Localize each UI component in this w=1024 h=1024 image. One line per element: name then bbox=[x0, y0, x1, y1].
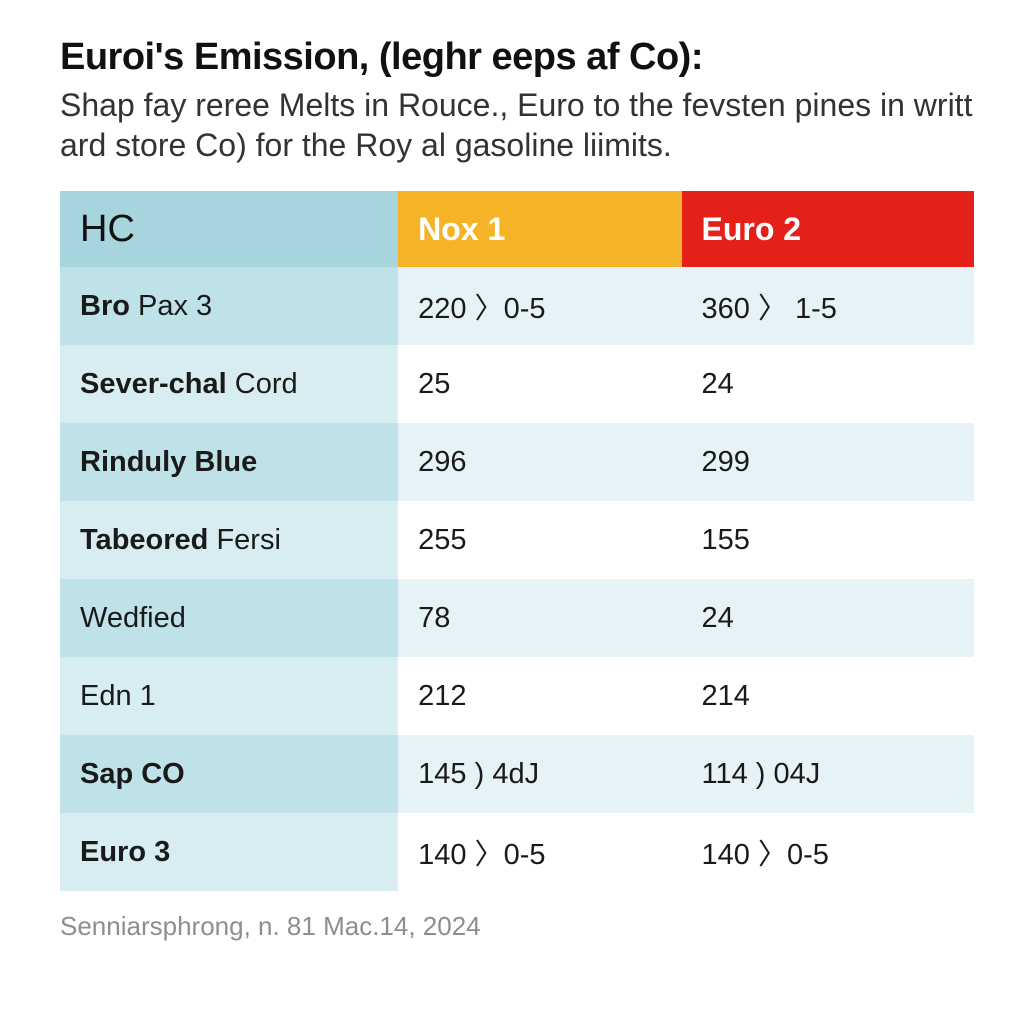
cell-nox: 145 ) 4dJ bbox=[398, 735, 681, 813]
cell-euro: 140 〉0-5 bbox=[682, 813, 975, 891]
cell-euro: 155 bbox=[682, 501, 975, 579]
row-label: Bro Pax 3 bbox=[60, 267, 398, 345]
table-row: Sap CO 145 ) 4dJ114 ) 04J bbox=[60, 735, 974, 813]
table-row: Wedfied 7824 bbox=[60, 579, 974, 657]
emission-table: HC Nox 1 Euro 2 Bro Pax 3220 〉0-5360 〉 1… bbox=[60, 191, 974, 891]
row-label: Rinduly Blue bbox=[60, 423, 398, 501]
row-label: Wedfied bbox=[60, 579, 398, 657]
cell-nox: 296 bbox=[398, 423, 681, 501]
row-label-bold: Sever-chal bbox=[80, 368, 227, 400]
row-label-bold: Sap CO bbox=[80, 758, 185, 790]
row-label-rest: Wedfied bbox=[80, 602, 186, 634]
cell-euro: 214 bbox=[682, 657, 975, 735]
table-header-row: HC Nox 1 Euro 2 bbox=[60, 191, 974, 267]
row-label-bold: Rinduly Blue bbox=[80, 446, 257, 478]
col-header-euro: Euro 2 bbox=[682, 191, 975, 267]
row-label-bold: Euro 3 bbox=[80, 836, 170, 868]
row-label-bold: Tabeored bbox=[80, 524, 208, 556]
cell-euro: 299 bbox=[682, 423, 975, 501]
cell-euro: 360 〉 1-5 bbox=[682, 267, 975, 345]
cell-nox: 78 bbox=[398, 579, 681, 657]
cell-nox: 212 bbox=[398, 657, 681, 735]
cell-euro: 24 bbox=[682, 579, 975, 657]
table-row: Bro Pax 3220 〉0-5360 〉 1-5 bbox=[60, 267, 974, 345]
table-row: Edn 1 212214 bbox=[60, 657, 974, 735]
row-label: Sever-chal Cord bbox=[60, 345, 398, 423]
row-label: Sap CO bbox=[60, 735, 398, 813]
table-row: Tabeored Fersi255155 bbox=[60, 501, 974, 579]
col-header-hc: HC bbox=[60, 191, 398, 267]
cell-euro: 114 ) 04J bbox=[682, 735, 975, 813]
cell-nox: 220 〉0-5 bbox=[398, 267, 681, 345]
row-label: Tabeored Fersi bbox=[60, 501, 398, 579]
page-title: Euroi's Emission, (leghr eeps af Co): bbox=[60, 36, 974, 79]
row-label-rest: Cord bbox=[227, 368, 298, 400]
table-row: Euro 3 140 〉0-5140 〉0-5 bbox=[60, 813, 974, 891]
row-label-rest: Edn 1 bbox=[80, 680, 156, 712]
page-subtitle: Shap fay reree Melts in Rouce., Euro to … bbox=[60, 85, 974, 165]
table-row: Rinduly Blue 296299 bbox=[60, 423, 974, 501]
cell-nox: 25 bbox=[398, 345, 681, 423]
row-label-bold: Bro bbox=[80, 290, 130, 322]
source-footer: Senniarsphrong, n. 81 Mac.14, 2024 bbox=[60, 911, 974, 942]
cell-nox: 255 bbox=[398, 501, 681, 579]
table-row: Sever-chal Cord2524 bbox=[60, 345, 974, 423]
cell-nox: 140 〉0-5 bbox=[398, 813, 681, 891]
row-label-rest: Pax 3 bbox=[130, 290, 212, 322]
col-header-nox: Nox 1 bbox=[398, 191, 681, 267]
cell-euro: 24 bbox=[682, 345, 975, 423]
row-label-rest: Fersi bbox=[208, 524, 281, 556]
row-label: Euro 3 bbox=[60, 813, 398, 891]
row-label: Edn 1 bbox=[60, 657, 398, 735]
